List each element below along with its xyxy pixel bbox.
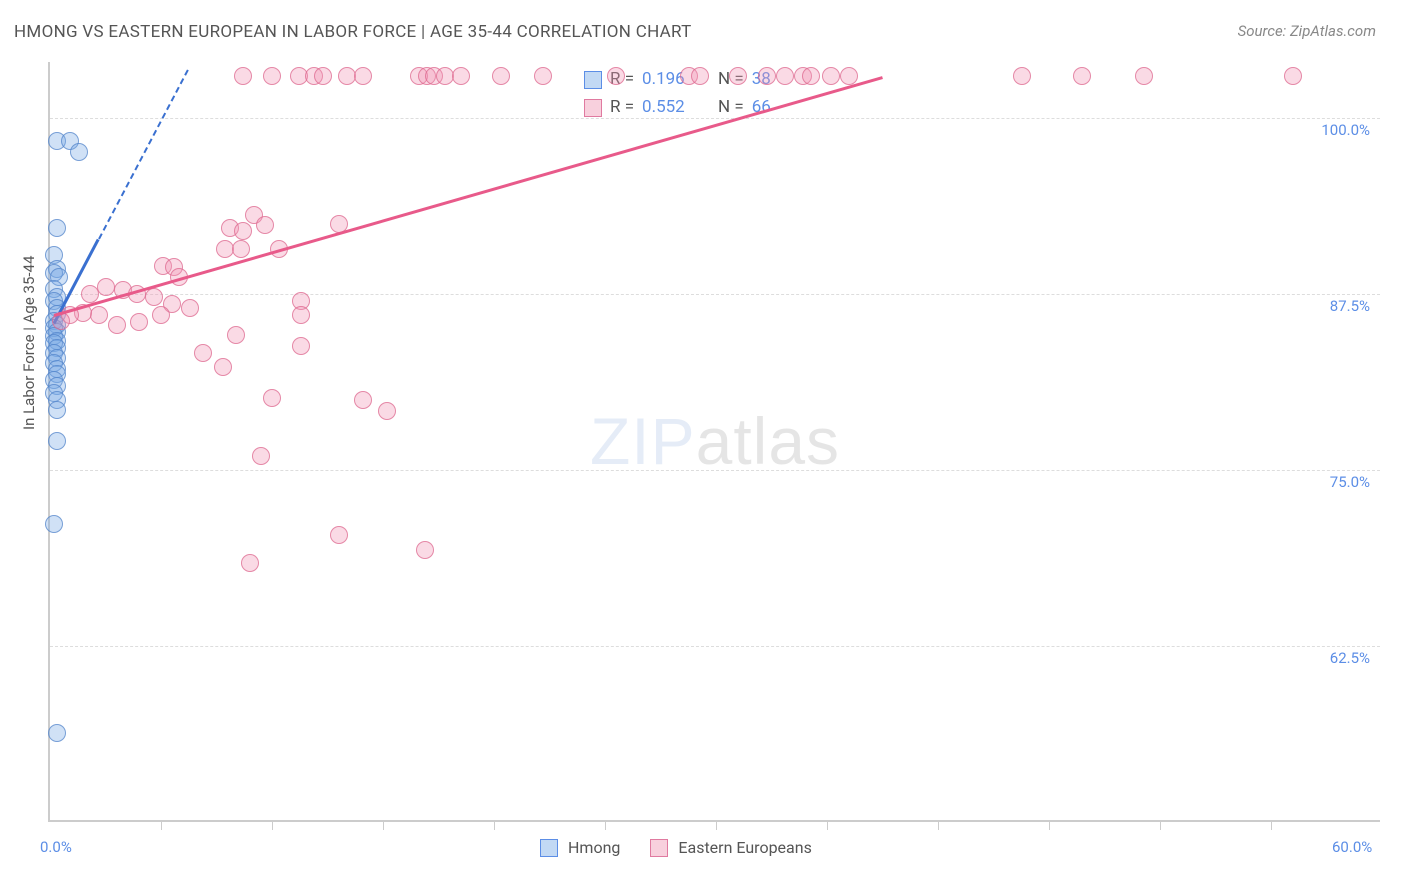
data-point xyxy=(130,313,148,331)
data-point xyxy=(263,389,281,407)
x-tick xyxy=(1271,822,1272,830)
data-point xyxy=(378,402,396,420)
data-point xyxy=(227,326,245,344)
data-point xyxy=(48,432,66,450)
trend-line xyxy=(98,70,189,240)
data-point xyxy=(292,337,310,355)
data-point xyxy=(145,288,163,306)
data-point xyxy=(776,67,794,85)
series-swatch xyxy=(584,71,602,89)
data-point xyxy=(840,67,858,85)
data-point xyxy=(90,306,108,324)
data-point xyxy=(292,306,310,324)
x-tick xyxy=(716,822,717,830)
data-point xyxy=(802,67,820,85)
data-point xyxy=(152,306,170,324)
x-tick xyxy=(938,822,939,830)
data-point xyxy=(241,554,259,572)
data-point xyxy=(252,447,270,465)
y-tick-label: 87.5% xyxy=(1330,297,1370,315)
data-point xyxy=(1135,67,1153,85)
x-tick xyxy=(272,822,273,830)
data-point xyxy=(1013,67,1031,85)
data-point xyxy=(452,67,470,85)
data-point xyxy=(1284,67,1302,85)
data-point xyxy=(232,240,250,258)
legend-swatch xyxy=(650,839,668,857)
data-point xyxy=(97,278,115,296)
data-point xyxy=(181,299,199,317)
data-point xyxy=(70,143,88,161)
data-point xyxy=(108,316,126,334)
data-point xyxy=(354,67,372,85)
chart-container: HMONG VS EASTERN EUROPEAN IN LABOR FORCE… xyxy=(0,0,1406,892)
x-tick xyxy=(1049,822,1050,830)
data-point xyxy=(214,358,232,376)
data-point xyxy=(48,724,66,742)
legend-item: Eastern Europeans xyxy=(650,838,811,857)
y-axis-title: In Labor Force | Age 35-44 xyxy=(20,256,38,430)
x-tick xyxy=(161,822,162,830)
watermark: ZIPatlas xyxy=(590,403,840,479)
data-point xyxy=(416,541,434,559)
gridline xyxy=(50,294,1380,295)
plot-area: ZIPatlas R =0.196N =38R =0.552N =66 62.5… xyxy=(48,62,1380,822)
data-point xyxy=(194,344,212,362)
data-point xyxy=(354,391,372,409)
trend-line xyxy=(54,76,883,317)
data-point xyxy=(234,222,252,240)
data-point xyxy=(1073,67,1091,85)
x-tick xyxy=(827,822,828,830)
x-tick-label-max: 60.0% xyxy=(1332,838,1372,856)
data-point xyxy=(607,67,625,85)
data-point xyxy=(314,67,332,85)
legend-swatch xyxy=(540,839,558,857)
data-point xyxy=(822,67,840,85)
source-label: Source: ZipAtlas.com xyxy=(1238,22,1376,40)
data-point xyxy=(534,67,552,85)
r-label: R = xyxy=(610,96,634,120)
data-point xyxy=(263,67,281,85)
y-tick-label: 75.0% xyxy=(1330,473,1370,491)
x-tick-label-min: 0.0% xyxy=(40,838,72,856)
gridline xyxy=(50,646,1380,647)
data-point xyxy=(256,216,274,234)
data-point xyxy=(691,67,709,85)
data-point xyxy=(234,67,252,85)
x-tick xyxy=(605,822,606,830)
x-tick xyxy=(1160,822,1161,830)
data-point xyxy=(330,526,348,544)
legend-label: Eastern Europeans xyxy=(678,838,811,857)
gridline xyxy=(50,470,1380,471)
chart-title: HMONG VS EASTERN EUROPEAN IN LABOR FORCE… xyxy=(14,22,692,42)
gridline xyxy=(50,118,1380,119)
legend: Hmong Eastern Europeans xyxy=(540,838,812,857)
data-point xyxy=(492,67,510,85)
data-point xyxy=(48,401,66,419)
x-tick xyxy=(494,822,495,830)
x-tick xyxy=(383,822,384,830)
legend-item: Hmong xyxy=(540,838,620,857)
data-point xyxy=(758,67,776,85)
y-tick-label: 62.5% xyxy=(1330,649,1370,667)
r-value: 0.552 xyxy=(642,96,698,120)
data-point xyxy=(45,515,63,533)
data-point xyxy=(729,67,747,85)
data-point xyxy=(48,219,66,237)
series-swatch xyxy=(584,99,602,117)
legend-label: Hmong xyxy=(568,838,620,857)
y-tick-label: 100.0% xyxy=(1321,121,1370,139)
